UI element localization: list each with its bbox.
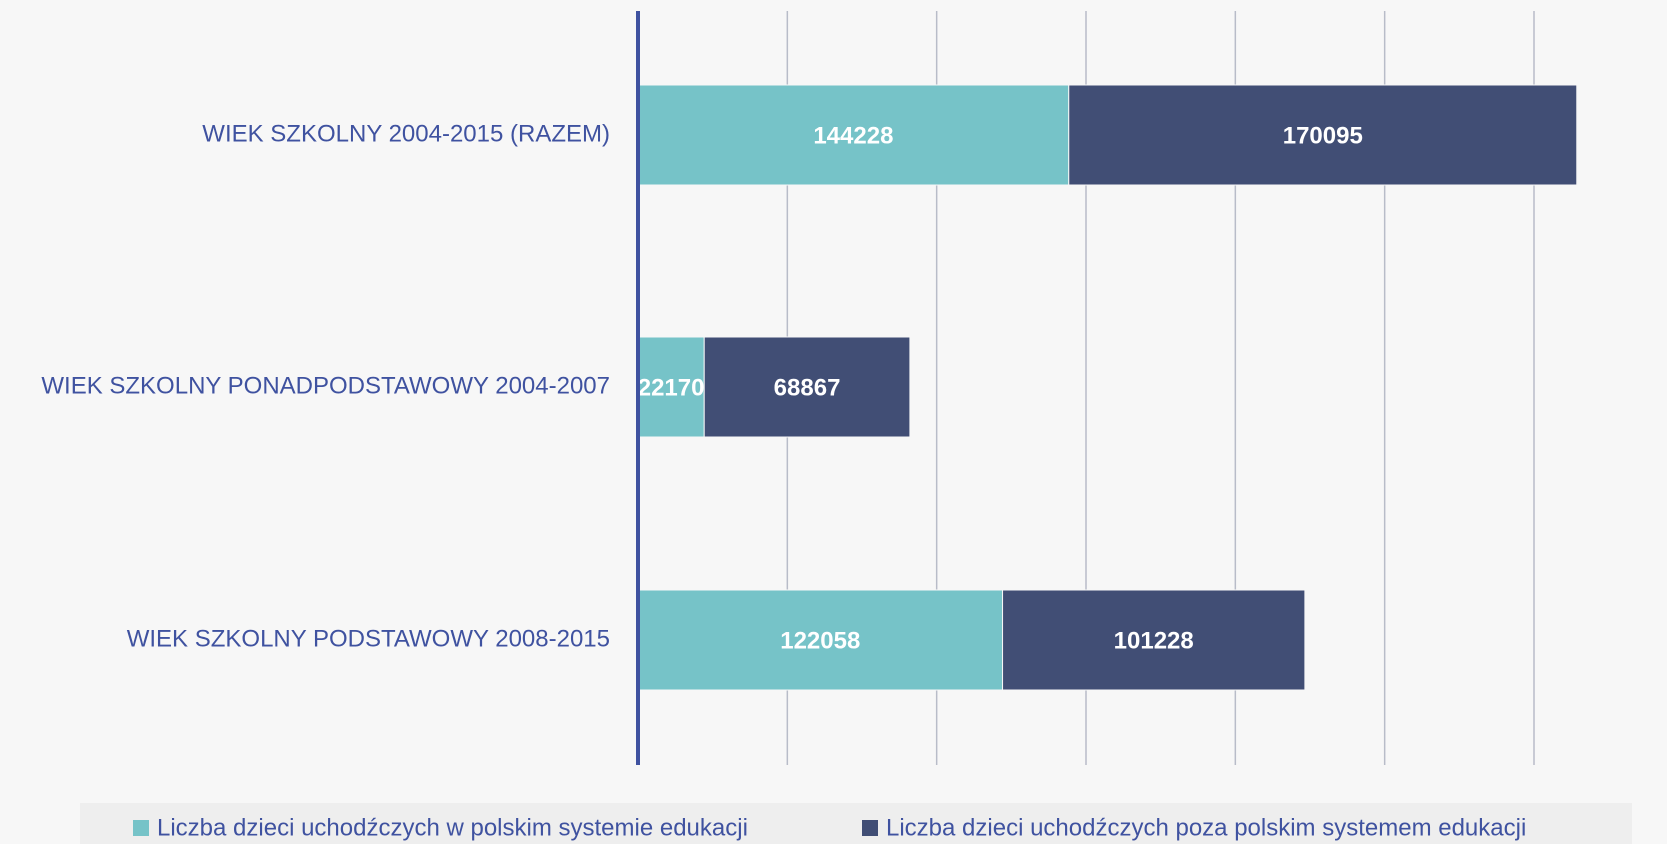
bar-segment [637,589,1004,691]
data-label: 68867 [774,374,841,401]
data-label: 101228 [1114,627,1194,654]
category-label: WIEK SZKOLNY PODSTAWOWY 2008-2015 [127,625,610,652]
data-label: 122058 [780,627,860,654]
data-label: 144228 [813,122,893,149]
category-label: WIEK SZKOLNY PONADPODSTAWOWY 2004-2007 [41,372,610,399]
legend-box [80,803,1632,844]
legend-swatch [133,820,149,836]
bar-segment [637,336,705,438]
legend-swatch [862,820,878,836]
data-label: 22170 [638,374,705,401]
bar-segment [637,84,1070,186]
data-label: 170095 [1283,122,1363,149]
legend-label: Liczba dzieci uchodźczych w polskim syst… [157,814,748,841]
bar-segment [1068,84,1578,186]
bar-segment [1002,589,1306,691]
legend-label: Liczba dzieci uchodźczych poza polskim s… [886,814,1526,841]
category-label: WIEK SZKOLNY 2004-2015 (RAZEM) [202,120,610,147]
bar-segment [703,336,911,438]
